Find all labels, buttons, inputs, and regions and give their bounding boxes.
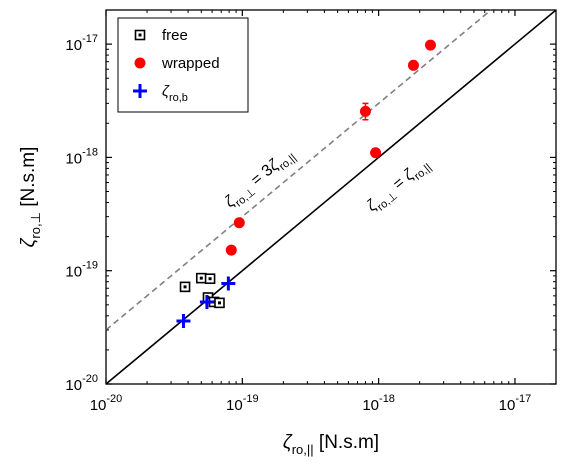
free-point-center bbox=[183, 285, 187, 289]
legend: free wrapped ζro,b bbox=[117, 17, 249, 113]
y-axis-subscript: ro,⊥ bbox=[28, 212, 43, 239]
zeta-ro-b-point bbox=[221, 276, 236, 291]
free-point-center bbox=[217, 301, 221, 305]
axis-ticks: 10-20 10-19 10-18 10-17 10-20 10-19 10-18 10-17 bbox=[65, 10, 556, 414]
zeta-ro-b-point bbox=[176, 313, 191, 328]
data-marks bbox=[176, 39, 436, 328]
free-point-center bbox=[208, 277, 212, 281]
annotation-1x-text: ζro,⊥ = ζro,|| bbox=[364, 155, 434, 218]
x-axis-title: ζro,|| [N.s.m] bbox=[283, 432, 379, 457]
wrapped-point bbox=[370, 147, 382, 159]
y-tick-label: 10-19 bbox=[65, 260, 98, 281]
x-axis-unit: [N.s.m] bbox=[314, 432, 379, 453]
x-tick-label: 10-19 bbox=[226, 393, 259, 414]
free-point-center bbox=[199, 276, 203, 280]
zeta-ro-b-point bbox=[199, 294, 214, 309]
y-tick-label: 10-20 bbox=[65, 373, 98, 394]
wrapped-point bbox=[359, 105, 371, 117]
legend-free-label: free bbox=[162, 27, 188, 44]
legend-wrapped-label: wrapped bbox=[161, 55, 220, 72]
legend-wrapped-marker bbox=[134, 57, 146, 69]
y-tick-label: 10-18 bbox=[65, 146, 98, 167]
x-tick-label: 10-20 bbox=[90, 393, 123, 414]
legend-items: free wrapped ζro,b bbox=[133, 27, 220, 104]
svg-text:ζro,|| [N.s.m]: ζro,|| [N.s.m] bbox=[283, 432, 379, 457]
y-axis-symbol: ζ bbox=[18, 237, 39, 247]
y-tick-label: 10-17 bbox=[65, 33, 98, 54]
x-tick-label: 10-17 bbox=[499, 393, 532, 414]
y-axis-title: ζro,⊥ [N.s.m] bbox=[18, 147, 43, 248]
svg-text:ζro,⊥ [N.s.m]: ζro,⊥ [N.s.m] bbox=[18, 147, 43, 248]
y-axis-unit: [N.s.m] bbox=[18, 147, 39, 212]
reference-line-3x bbox=[105, 9, 492, 331]
legend-zeta-ro-b-label: ζro,b bbox=[162, 83, 188, 104]
free-point-center bbox=[212, 300, 216, 304]
wrapped-point bbox=[407, 59, 419, 71]
legend-free-marker-center bbox=[138, 33, 142, 37]
plot-frame bbox=[105, 9, 557, 385]
x-tick-label: 10-18 bbox=[362, 393, 395, 414]
annotation-1x: ζro,⊥ = ζro,|| bbox=[364, 155, 434, 218]
wrapped-point bbox=[233, 217, 245, 229]
x-axis-symbol: ζ bbox=[283, 432, 293, 453]
legend-zeta-ro-b-marker bbox=[133, 84, 147, 98]
x-axis-subscript: ro,|| bbox=[292, 442, 314, 457]
wrapped-point bbox=[225, 244, 237, 256]
wrapped-point bbox=[424, 39, 436, 51]
